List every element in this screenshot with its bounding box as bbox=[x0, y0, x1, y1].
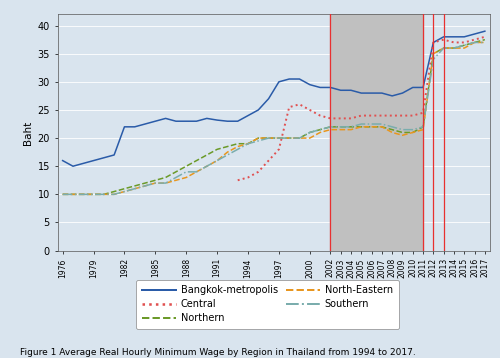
Y-axis label: Baht: Baht bbox=[23, 120, 33, 145]
Bar bbox=[330, 14, 423, 251]
Legend: Bangkok-metropolis, Central, Northern, North-Eastern, Southern: Bangkok-metropolis, Central, Northern, N… bbox=[136, 280, 398, 329]
Text: Figure 1 Average Real Hourly Minimum Wage by Region in Thailand from 1994 to 201: Figure 1 Average Real Hourly Minimum Wag… bbox=[20, 348, 416, 357]
X-axis label: year: year bbox=[261, 280, 286, 290]
